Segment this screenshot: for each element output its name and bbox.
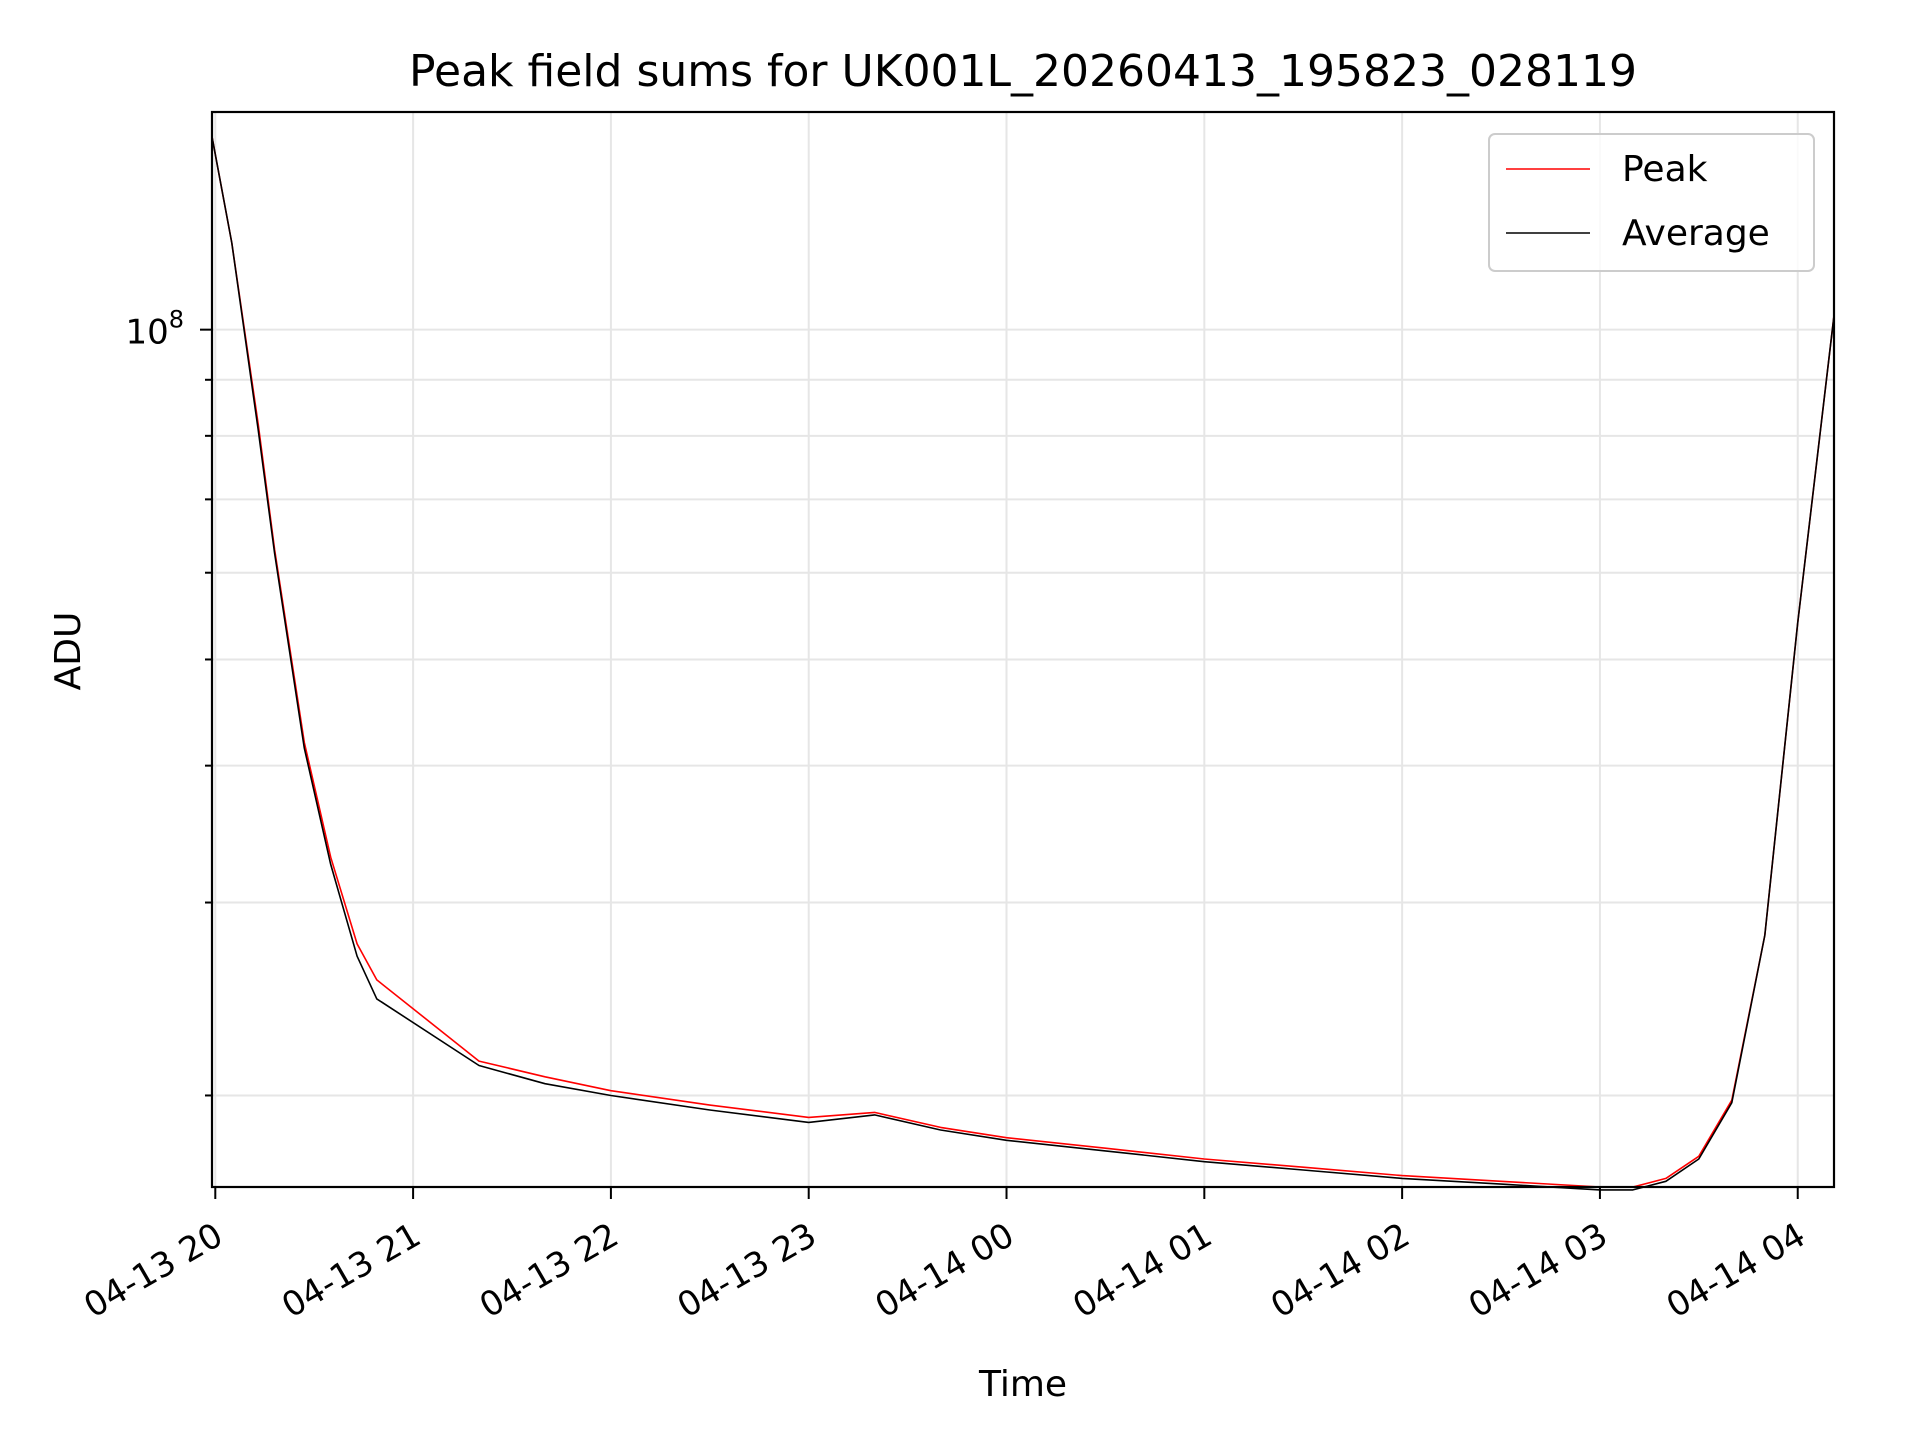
x-tick-label: 04-14 04 [1660,1215,1812,1326]
x-tick-label: 04-14 02 [1264,1215,1416,1326]
x-tick-label: 04-14 01 [1066,1215,1218,1326]
x-ticks: 04-13 20 04-13 21 04-13 22 04-13 23 04-14 00… [77,1187,1812,1326]
series-line-peak [211,136,1835,1188]
x-tick-label: 04-13 23 [671,1215,823,1326]
x-tick-label: 04-14 00 [869,1215,1021,1326]
plot-frame [210,110,1836,1189]
x-tick-label: 04-13 20 [77,1215,229,1326]
y-tick-label: 108 [125,306,184,353]
y-ticks: 108 [125,306,212,1097]
y-axis-label: ADU [48,612,89,691]
series-line-average [211,136,1835,1191]
series-layer [211,136,1835,1191]
grid [212,112,1834,1187]
x-tick-label: 04-13 22 [473,1215,625,1326]
x-tick-label: 04-13 21 [275,1215,427,1326]
x-axis-label: Time [978,1364,1067,1405]
x-tick-label: 04-14 03 [1462,1215,1614,1326]
legend: Peak Average [1488,133,1815,272]
chart-title: Peak field sums for UK001L_20260413_1958… [409,46,1637,97]
legend-label-average: Average [1622,213,1770,254]
legend-label-peak: Peak [1622,149,1708,190]
